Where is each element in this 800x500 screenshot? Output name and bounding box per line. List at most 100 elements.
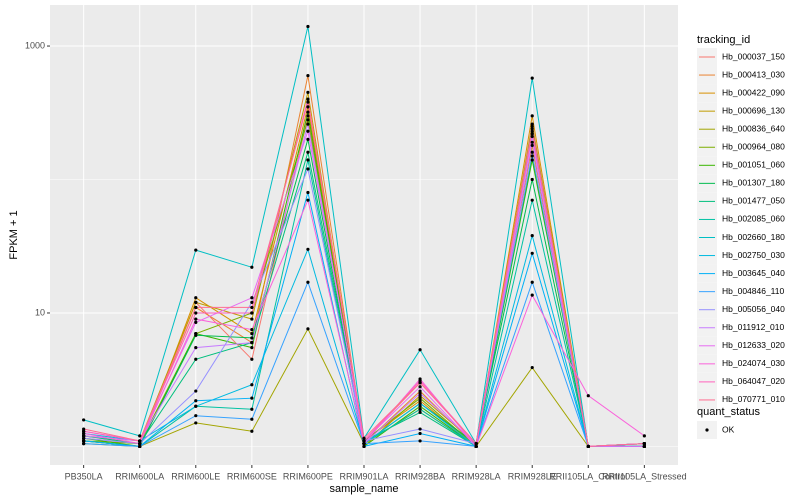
data-point: [418, 385, 422, 389]
data-point: [306, 158, 310, 162]
data-point: [418, 404, 422, 408]
data-point: [530, 114, 534, 118]
data-point: [250, 265, 254, 269]
data-point: [194, 296, 198, 300]
data-point: [194, 399, 198, 403]
data-point: [586, 444, 590, 449]
data-point: [530, 132, 534, 136]
data-point: [418, 407, 422, 411]
x-axis-title: sample_name: [329, 483, 398, 495]
legend-label: Hb_011912_010: [722, 322, 785, 332]
legend-shape: [705, 428, 709, 432]
data-point: [306, 114, 310, 118]
x-tick-label: RRIM600PE: [283, 471, 333, 481]
data-point: [530, 140, 534, 144]
x-tick-label: RRIM600LA: [115, 471, 164, 481]
legend-label: Hb_005056_040: [722, 304, 785, 314]
data-point: [530, 280, 534, 284]
data-point: [530, 124, 534, 128]
x-tick-label: RRIM600SE: [227, 471, 277, 481]
legend-label: Hb_000964_080: [722, 142, 785, 152]
data-point: [250, 429, 254, 433]
data-point: [250, 417, 254, 421]
data-point: [194, 414, 198, 418]
data-point: [194, 305, 198, 310]
data-point: [418, 391, 422, 395]
data-point: [418, 348, 422, 352]
data-point: [530, 365, 534, 370]
legend-label: Hb_000422_090: [722, 87, 785, 97]
data-point: [250, 305, 254, 310]
data-point: [474, 442, 478, 446]
data-point: [530, 76, 534, 80]
data-point: [530, 293, 534, 297]
data-point: [418, 431, 422, 436]
legend-label: Hb_002750_030: [722, 250, 785, 260]
data-point: [250, 317, 254, 321]
data-point: [306, 110, 310, 114]
data-point: [306, 280, 310, 284]
data-point: [138, 442, 142, 446]
data-point: [642, 444, 646, 449]
legend-label: Hb_012633_020: [722, 340, 785, 350]
data-point: [82, 442, 86, 446]
data-point: [82, 439, 86, 443]
data-point: [474, 444, 478, 449]
x-tick-label: PB350LA: [65, 471, 103, 481]
data-point: [418, 394, 422, 398]
data-point: [250, 346, 254, 350]
data-point: [530, 122, 534, 126]
x-tick-label: RRIM928LE: [508, 471, 557, 481]
data-point: [530, 127, 534, 131]
x-tick-label: RRIM600LE: [171, 471, 220, 481]
data-point: [586, 394, 590, 398]
data-point: [138, 439, 142, 443]
data-point: [530, 150, 534, 154]
data-point: [362, 444, 366, 449]
data-point: [530, 129, 534, 133]
data-point: [306, 118, 310, 122]
data-point: [250, 300, 254, 305]
data-point: [82, 434, 86, 438]
data-point: [362, 442, 366, 446]
y-axis-title: FPKM + 1: [8, 210, 20, 259]
data-point: [250, 340, 254, 345]
data-point: [418, 389, 422, 393]
legend-label: Hb_070771_010: [722, 394, 785, 404]
legend-label: Hb_024074_030: [722, 358, 785, 368]
x-tick-label: RRIM928LA: [452, 471, 501, 481]
data-point: [82, 418, 86, 422]
legend-label: Hb_003645_040: [722, 268, 785, 278]
data-point: [194, 300, 198, 305]
data-point: [418, 399, 422, 403]
legend-label: Hb_000413_030: [722, 69, 785, 79]
data-point: [306, 24, 310, 29]
data-point: [138, 444, 142, 449]
data-point: [306, 100, 310, 104]
data-point: [362, 439, 366, 443]
data-point: [418, 427, 422, 431]
x-tick-label: RRIM901LA: [339, 471, 388, 481]
data-point: [530, 158, 534, 162]
legend-label: Hb_000037_150: [722, 51, 785, 61]
data-point: [194, 333, 198, 337]
legend: Hb_000037_150 Hb_000413_030 Hb_000422_090 H…: [697, 48, 785, 439]
data-point: [250, 328, 254, 332]
data-point: [194, 346, 198, 350]
data-point: [530, 198, 534, 202]
data-point: [306, 122, 310, 126]
legend-label: Hb_001307_180: [722, 178, 785, 188]
data-point: [250, 296, 254, 300]
data-point: [306, 190, 310, 195]
data-point: [306, 74, 310, 78]
data-point: [530, 233, 534, 238]
data-point: [418, 381, 422, 385]
data-point: [138, 434, 142, 438]
data-point: [250, 311, 254, 315]
data-point: [642, 442, 646, 446]
data-point: [194, 357, 198, 361]
data-point: [306, 137, 310, 141]
legend-label: Hb_004846_110: [722, 286, 785, 296]
data-point: [642, 434, 646, 438]
